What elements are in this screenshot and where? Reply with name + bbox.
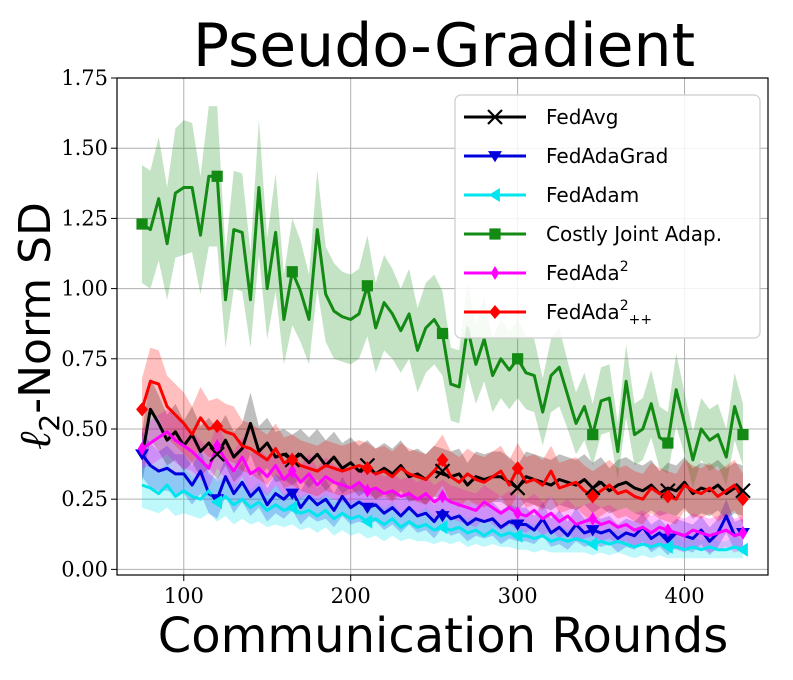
costly-joint-adap-point: [286, 266, 298, 278]
fedadam-point: [436, 520, 448, 535]
legend-label-fedada2: FedAda2: [546, 259, 629, 285]
fedada2pp-point: [361, 461, 374, 476]
costly-joint-adap-point: [512, 353, 524, 365]
fedada2-point: [137, 441, 147, 456]
y-tick-label: 0.75: [61, 347, 108, 371]
y-tick-label: 1.25: [61, 206, 108, 230]
y-axis-label-ell: ℓ: [10, 431, 61, 450]
legend-marker-fedavg: [487, 109, 503, 125]
fedadam-point: [361, 514, 373, 529]
fedadam-point: [586, 537, 598, 552]
costly-joint-adap-point: [211, 170, 223, 182]
fedada2pp-point: [511, 461, 524, 476]
x-axis-ticks: 100 200 300 400: [164, 575, 705, 608]
fedavg-point: [509, 480, 526, 496]
fedada2-point: [288, 464, 297, 479]
x-tick-label: 100: [164, 584, 204, 608]
fedadam-point: [285, 500, 298, 515]
x-tick-label: 300: [498, 584, 538, 608]
fedadagrad-point: [660, 533, 675, 545]
fedada2-point: [663, 523, 673, 538]
costly-joint-adap-point: [737, 429, 749, 441]
x-tick-label: 400: [664, 584, 704, 608]
fedadagrad-point: [510, 519, 525, 531]
legend-marker-fedada2pp: [489, 305, 501, 319]
fedavg-band: [142, 378, 743, 519]
fedavg-point: [209, 446, 225, 463]
fedavg-point: [735, 482, 751, 499]
fedadagrad-point: [435, 511, 450, 523]
costly-joint-adap-point: [587, 429, 599, 441]
fedadam-point: [661, 539, 673, 554]
series-markers: [135, 170, 751, 557]
costly-joint-adap-point: [436, 327, 449, 340]
y-tick-label: 1.75: [61, 66, 108, 90]
y-axis-ticks: 0.00 0.25 0.50 0.75 1.00 1.25 1.50 1.75: [61, 66, 117, 581]
legend-marker-costly-joint-adap: [489, 228, 501, 240]
legend-label-fedadagrad: FedAdaGrad: [546, 144, 668, 168]
legend-marker-fedadagrad: [488, 151, 502, 163]
y-axis-label: ℓ2-Norm SD: [10, 202, 66, 450]
fedada2pp-point: [136, 402, 148, 417]
legend-label-fedavg: FedAvg: [546, 105, 618, 129]
y-axis-label-subscript: 2: [33, 414, 66, 432]
fedada2pp-point: [737, 492, 749, 507]
legend-label-base: FedAda: [546, 300, 620, 324]
fedada2pp-point: [586, 489, 599, 504]
fedadam-point: [736, 542, 748, 557]
fedadagrad-point: [285, 488, 300, 500]
fedadagrad-point: [585, 525, 600, 537]
legend-box: [454, 94, 761, 339]
fedada2-point: [438, 489, 447, 504]
legend-label-base: FedAda: [546, 261, 620, 285]
costly-joint-adap-band: [142, 106, 743, 488]
legend-label-superscript: 2: [620, 298, 629, 314]
legend-label-fedada2pp: FedAda2++: [546, 298, 652, 328]
fedada2-point: [588, 511, 597, 526]
x-tick-label: 200: [331, 584, 371, 608]
fedada2-point: [363, 483, 372, 498]
legend-label-fedadam: FedAdam: [546, 183, 639, 207]
fedada2pp-point: [211, 419, 224, 434]
plot-frame: [116, 77, 769, 576]
fedada2-point: [212, 438, 222, 453]
fedada2-point: [513, 506, 522, 521]
costly-joint-adap-point: [136, 218, 148, 230]
fedada2pp-point: [286, 452, 299, 467]
fedadagrad-point: [360, 502, 375, 514]
legend-marker-fedadam: [488, 188, 500, 202]
legend-label-subscript: ++: [629, 312, 652, 328]
chart-title: Pseudo-Gradient: [193, 11, 695, 81]
fedavg-point: [584, 480, 601, 496]
costly-joint-adap-point: [361, 280, 373, 292]
fedavg-point: [434, 463, 451, 479]
fedada2-point: [738, 525, 748, 540]
fedavg-line: [140, 407, 744, 496]
legend-label-superscript: 2: [620, 259, 629, 275]
y-tick-label: 0.50: [61, 417, 108, 441]
y-axis-label-text: -Norm SD: [10, 202, 61, 414]
y-tick-label: 0.00: [61, 557, 108, 581]
y-tick-label: 0.25: [61, 487, 108, 511]
x-axis-label: Communication Rounds: [158, 608, 728, 664]
costly-joint-adap-point: [662, 437, 674, 449]
legend-label-costly-joint-adap: Costly Joint Adap.: [546, 222, 722, 246]
fedada2pp-point: [661, 489, 674, 504]
fedada2pp-band: [142, 347, 743, 525]
fedada2pp-point: [436, 452, 449, 467]
legend: FedAvg FedAdaGrad FedAdam Costly Joint Adap…: [454, 94, 761, 339]
legend-marker-fedada2: [490, 266, 500, 280]
fedadam-point: [511, 528, 523, 543]
y-tick-label: 1.00: [61, 277, 108, 301]
y-tick-label: 1.50: [61, 136, 108, 160]
fedadam-point: [210, 494, 223, 509]
